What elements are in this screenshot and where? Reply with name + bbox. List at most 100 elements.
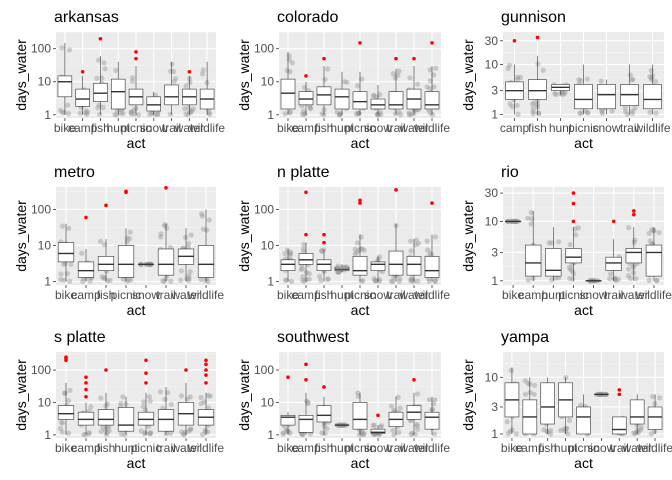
box-fish — [97, 203, 115, 282]
outlier-point — [84, 215, 88, 220]
box-hunt — [551, 84, 570, 95]
jitter-point — [634, 429, 640, 435]
box-body — [57, 75, 73, 98]
panel-title: arkansas — [54, 9, 119, 26]
jitter-point — [390, 278, 396, 285]
jitter-point — [337, 111, 343, 117]
x-axis-title: act — [574, 302, 593, 318]
jitter-point — [168, 401, 174, 407]
y-tick-label: 10 — [261, 395, 275, 409]
y-tick-label: 100 — [254, 42, 274, 56]
jitter-point — [415, 391, 421, 397]
jitter-point — [57, 107, 64, 113]
jitter-point — [287, 252, 293, 258]
jitter-point — [584, 109, 591, 116]
y-axis-title: days_water — [13, 39, 29, 111]
jitter-point — [427, 250, 433, 256]
jitter-point — [577, 110, 583, 116]
jitter-point — [104, 278, 110, 284]
box-body — [370, 428, 386, 434]
jitter-point — [155, 111, 161, 117]
x-tick-label: water — [621, 441, 651, 455]
box-body — [545, 248, 562, 277]
box-body — [574, 84, 593, 110]
jitter-point — [396, 278, 402, 284]
outlier-point — [204, 362, 208, 367]
box-water — [625, 209, 642, 281]
jitter-point — [548, 431, 554, 437]
box-fish — [540, 377, 555, 435]
jitter-point — [96, 102, 102, 108]
jitter-point — [648, 431, 654, 437]
x-tick-label: hunt — [554, 441, 578, 455]
jitter-point — [308, 106, 314, 112]
jitter-point — [61, 109, 67, 115]
jitter-point — [120, 111, 126, 117]
jitter-point — [612, 275, 618, 281]
x-tick-label: snow — [592, 121, 620, 135]
box-wildlife — [424, 396, 440, 435]
box-picnic — [565, 191, 582, 281]
outlier-point — [358, 201, 362, 205]
box-hunt — [334, 71, 350, 115]
jitter-point — [559, 90, 566, 96]
box-wildlife — [424, 41, 440, 115]
outlier-point — [98, 36, 103, 41]
jitter-point — [549, 240, 555, 246]
jitter-point — [632, 430, 638, 437]
jitter-point — [284, 277, 290, 283]
x-tick-label: bike — [277, 441, 299, 455]
jitter-point — [187, 269, 193, 275]
box-body — [157, 409, 175, 432]
jitter-point — [189, 108, 195, 114]
jitter-point — [357, 246, 364, 252]
jitter-point — [65, 430, 72, 436]
jitter-point — [146, 394, 152, 400]
jitter-point — [530, 111, 536, 117]
jitter-point — [657, 395, 663, 401]
box-body — [352, 256, 368, 276]
jitter-point — [341, 79, 348, 85]
panel-rio: 1 3 10 30 bikecamphuntpicnicsnowtrailwaterwi… — [460, 164, 672, 318]
outlier-point — [84, 381, 88, 385]
jitter-point — [371, 93, 377, 99]
x-tick-label: trail — [162, 121, 181, 135]
box-camp — [525, 210, 542, 281]
jitter-point — [530, 105, 536, 111]
jitter-point — [355, 390, 361, 396]
box-body — [93, 82, 108, 102]
jitter-point — [285, 247, 291, 253]
jitter-point — [321, 423, 327, 429]
box-water — [629, 394, 645, 435]
jitter-point — [308, 431, 314, 437]
outlier-point — [286, 375, 290, 380]
outlier-point — [84, 387, 88, 392]
jitter-point — [352, 246, 358, 252]
y-tick-label: 10 — [261, 238, 275, 252]
box-trail — [157, 185, 175, 282]
jitter-point — [396, 429, 402, 435]
jitter-point — [325, 66, 331, 72]
jitter-point — [374, 112, 381, 118]
jitter-point — [190, 106, 196, 112]
jitter-point — [66, 111, 72, 117]
jitter-point — [207, 393, 213, 399]
box-hunt — [117, 396, 135, 435]
x-tick-label: wildlife — [413, 121, 450, 135]
box-trail — [157, 386, 175, 435]
outlier-point — [430, 201, 434, 205]
x-tick-label: hunt — [107, 121, 131, 135]
x-tick-label: hunt — [542, 288, 566, 302]
box-trail — [605, 219, 622, 281]
jitter-point — [122, 432, 128, 438]
jitter-point — [284, 68, 290, 74]
jitter-point — [83, 108, 89, 114]
jitter-point — [408, 278, 414, 284]
jitter-point — [299, 111, 306, 117]
box-wildlife — [647, 394, 663, 435]
jitter-point — [317, 273, 323, 279]
jitter-point — [66, 47, 73, 53]
box-picnic — [352, 198, 368, 282]
jitter-point — [371, 276, 377, 282]
jitter-point — [147, 430, 153, 436]
